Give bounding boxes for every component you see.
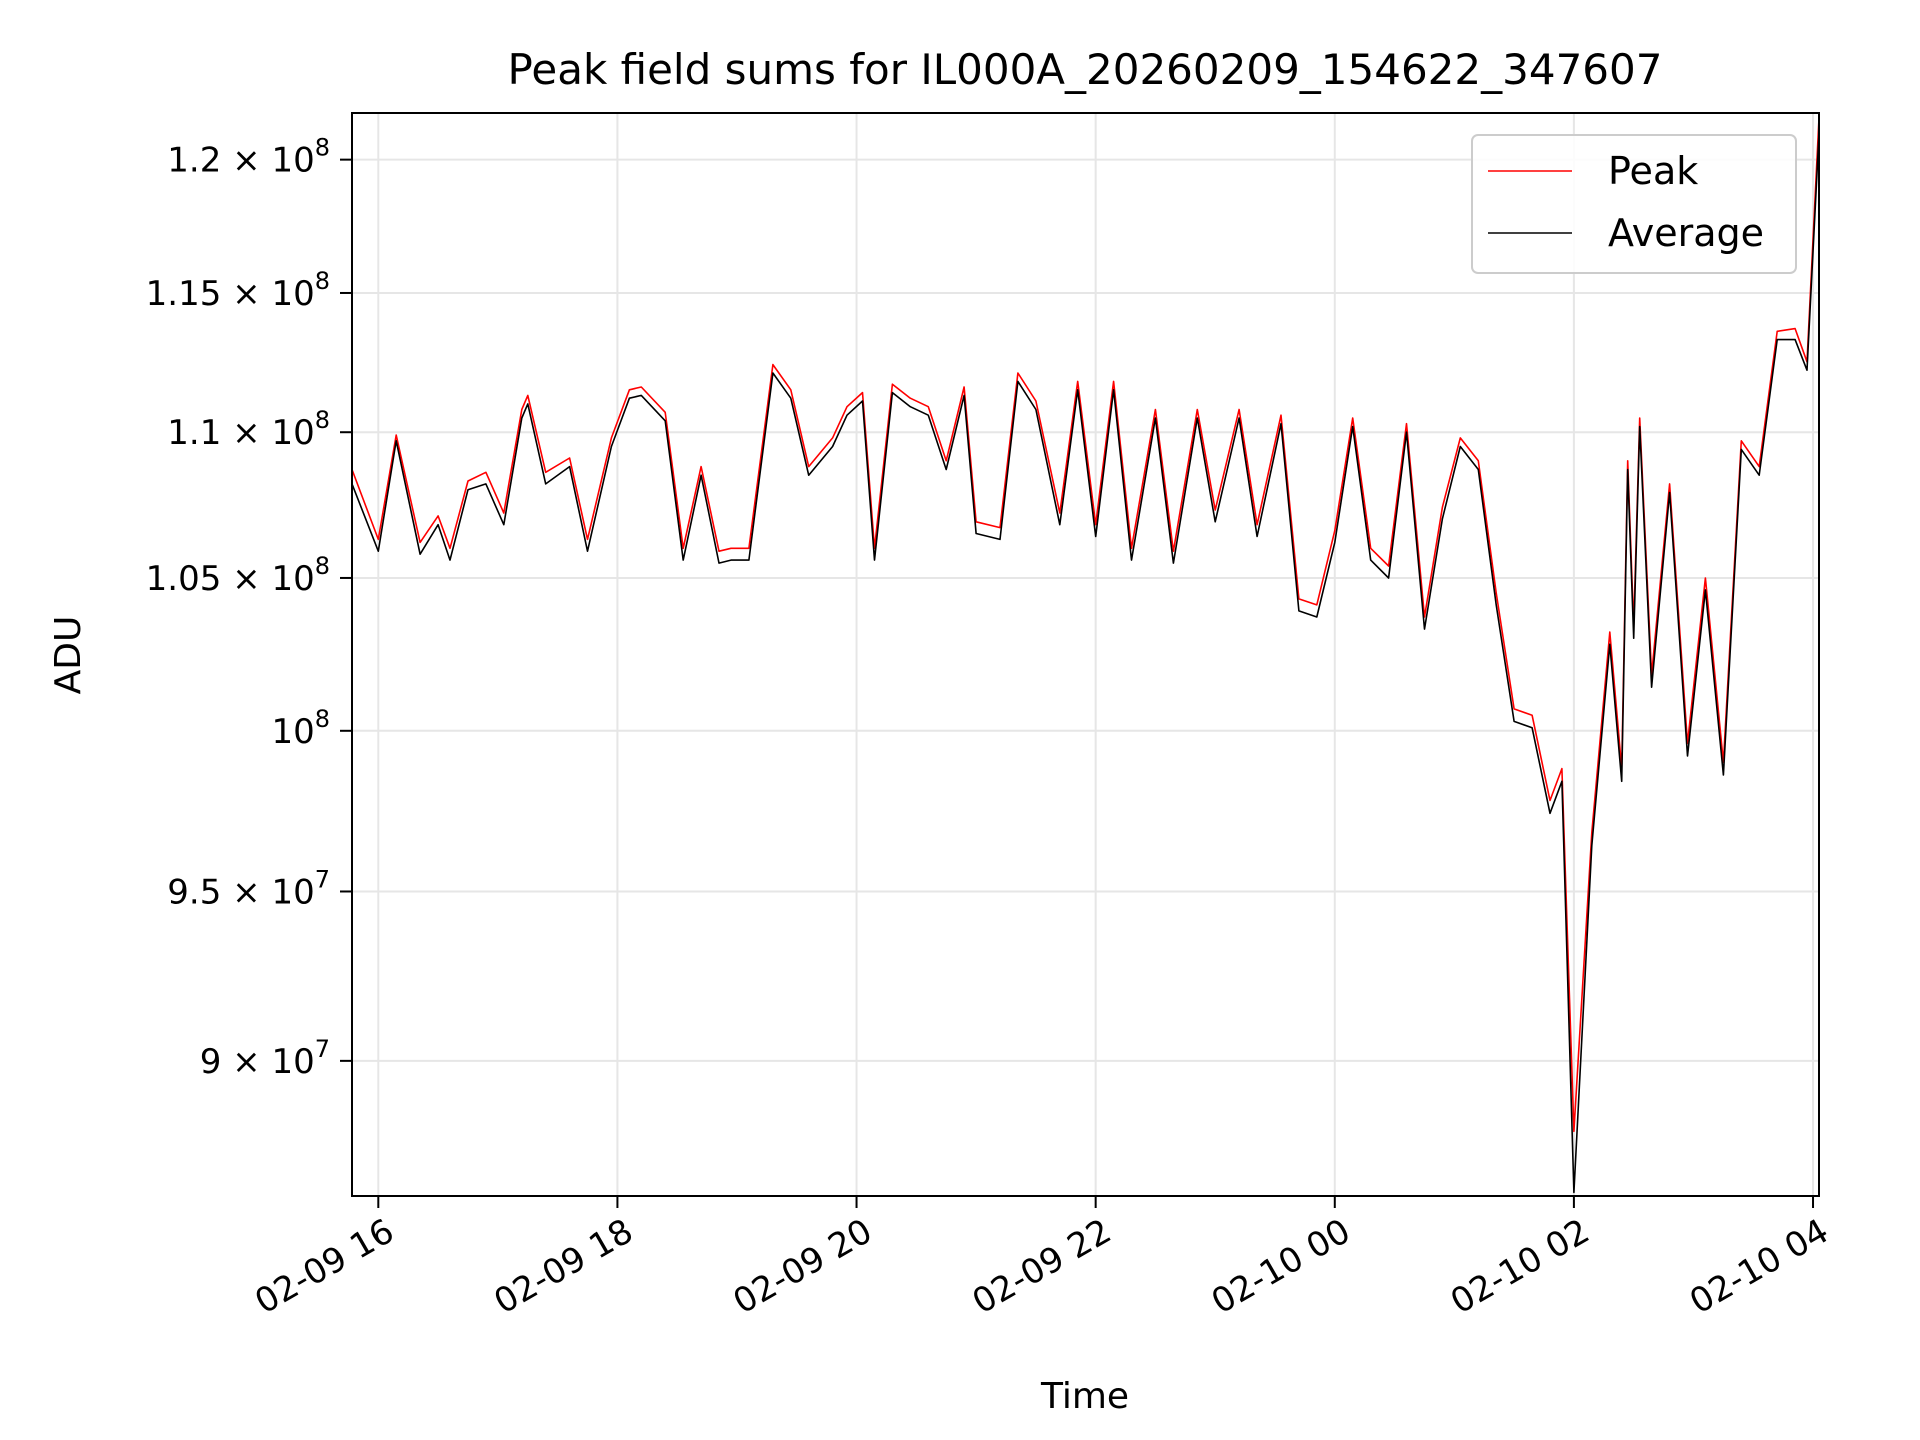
y-tick-mantissa: 9.5 × 10 [167, 872, 314, 912]
legend-box [1471, 134, 1797, 274]
legend-label-peak: Peak [1608, 149, 1698, 193]
plot-area-frame [351, 112, 1820, 1197]
y-tick-label: 1.1 × 108 [167, 406, 330, 453]
x-axis-label: Time [1040, 1376, 1129, 1417]
legend: Peak Average [1471, 134, 1797, 274]
y-tick-label: 9.5 × 107 [167, 865, 330, 912]
y-axis-label: ADU [48, 616, 89, 695]
y-tick-label: 9 × 107 [200, 1035, 330, 1082]
legend-label-average: Average [1608, 211, 1764, 255]
y-tick-exponent: 8 [315, 705, 330, 733]
y-tick-exponent: 8 [315, 552, 330, 580]
y-tick-mantissa: 10 [271, 712, 314, 752]
y-tick-label: 1.15 × 108 [146, 267, 330, 314]
series-line-average [351, 133, 1820, 1194]
y-tick-mantissa: 9 × 10 [200, 1042, 315, 1082]
y-tick-exponent: 7 [315, 865, 330, 893]
y-tick-exponent: 8 [315, 267, 330, 295]
y-tick-mantissa: 1.1 × 10 [167, 413, 314, 453]
y-tick-mantissa: 1.2 × 10 [167, 141, 314, 181]
y-tick-label: 1.2 × 108 [167, 134, 330, 181]
data-series [351, 118, 1820, 1194]
y-tick-mantissa: 1.05 × 10 [146, 559, 315, 599]
chart-title: Peak field sums for IL000A_20260209_1546… [508, 45, 1663, 94]
y-tick-exponent: 8 [315, 134, 330, 162]
y-tick-label: 108 [271, 705, 330, 752]
y-tick-exponent: 8 [315, 406, 330, 434]
y-tick-exponent: 7 [315, 1035, 330, 1063]
y-tick-mantissa: 1.15 × 10 [146, 274, 315, 314]
grid-lines [352, 113, 1819, 1196]
y-tick-label: 1.05 × 108 [146, 552, 330, 599]
